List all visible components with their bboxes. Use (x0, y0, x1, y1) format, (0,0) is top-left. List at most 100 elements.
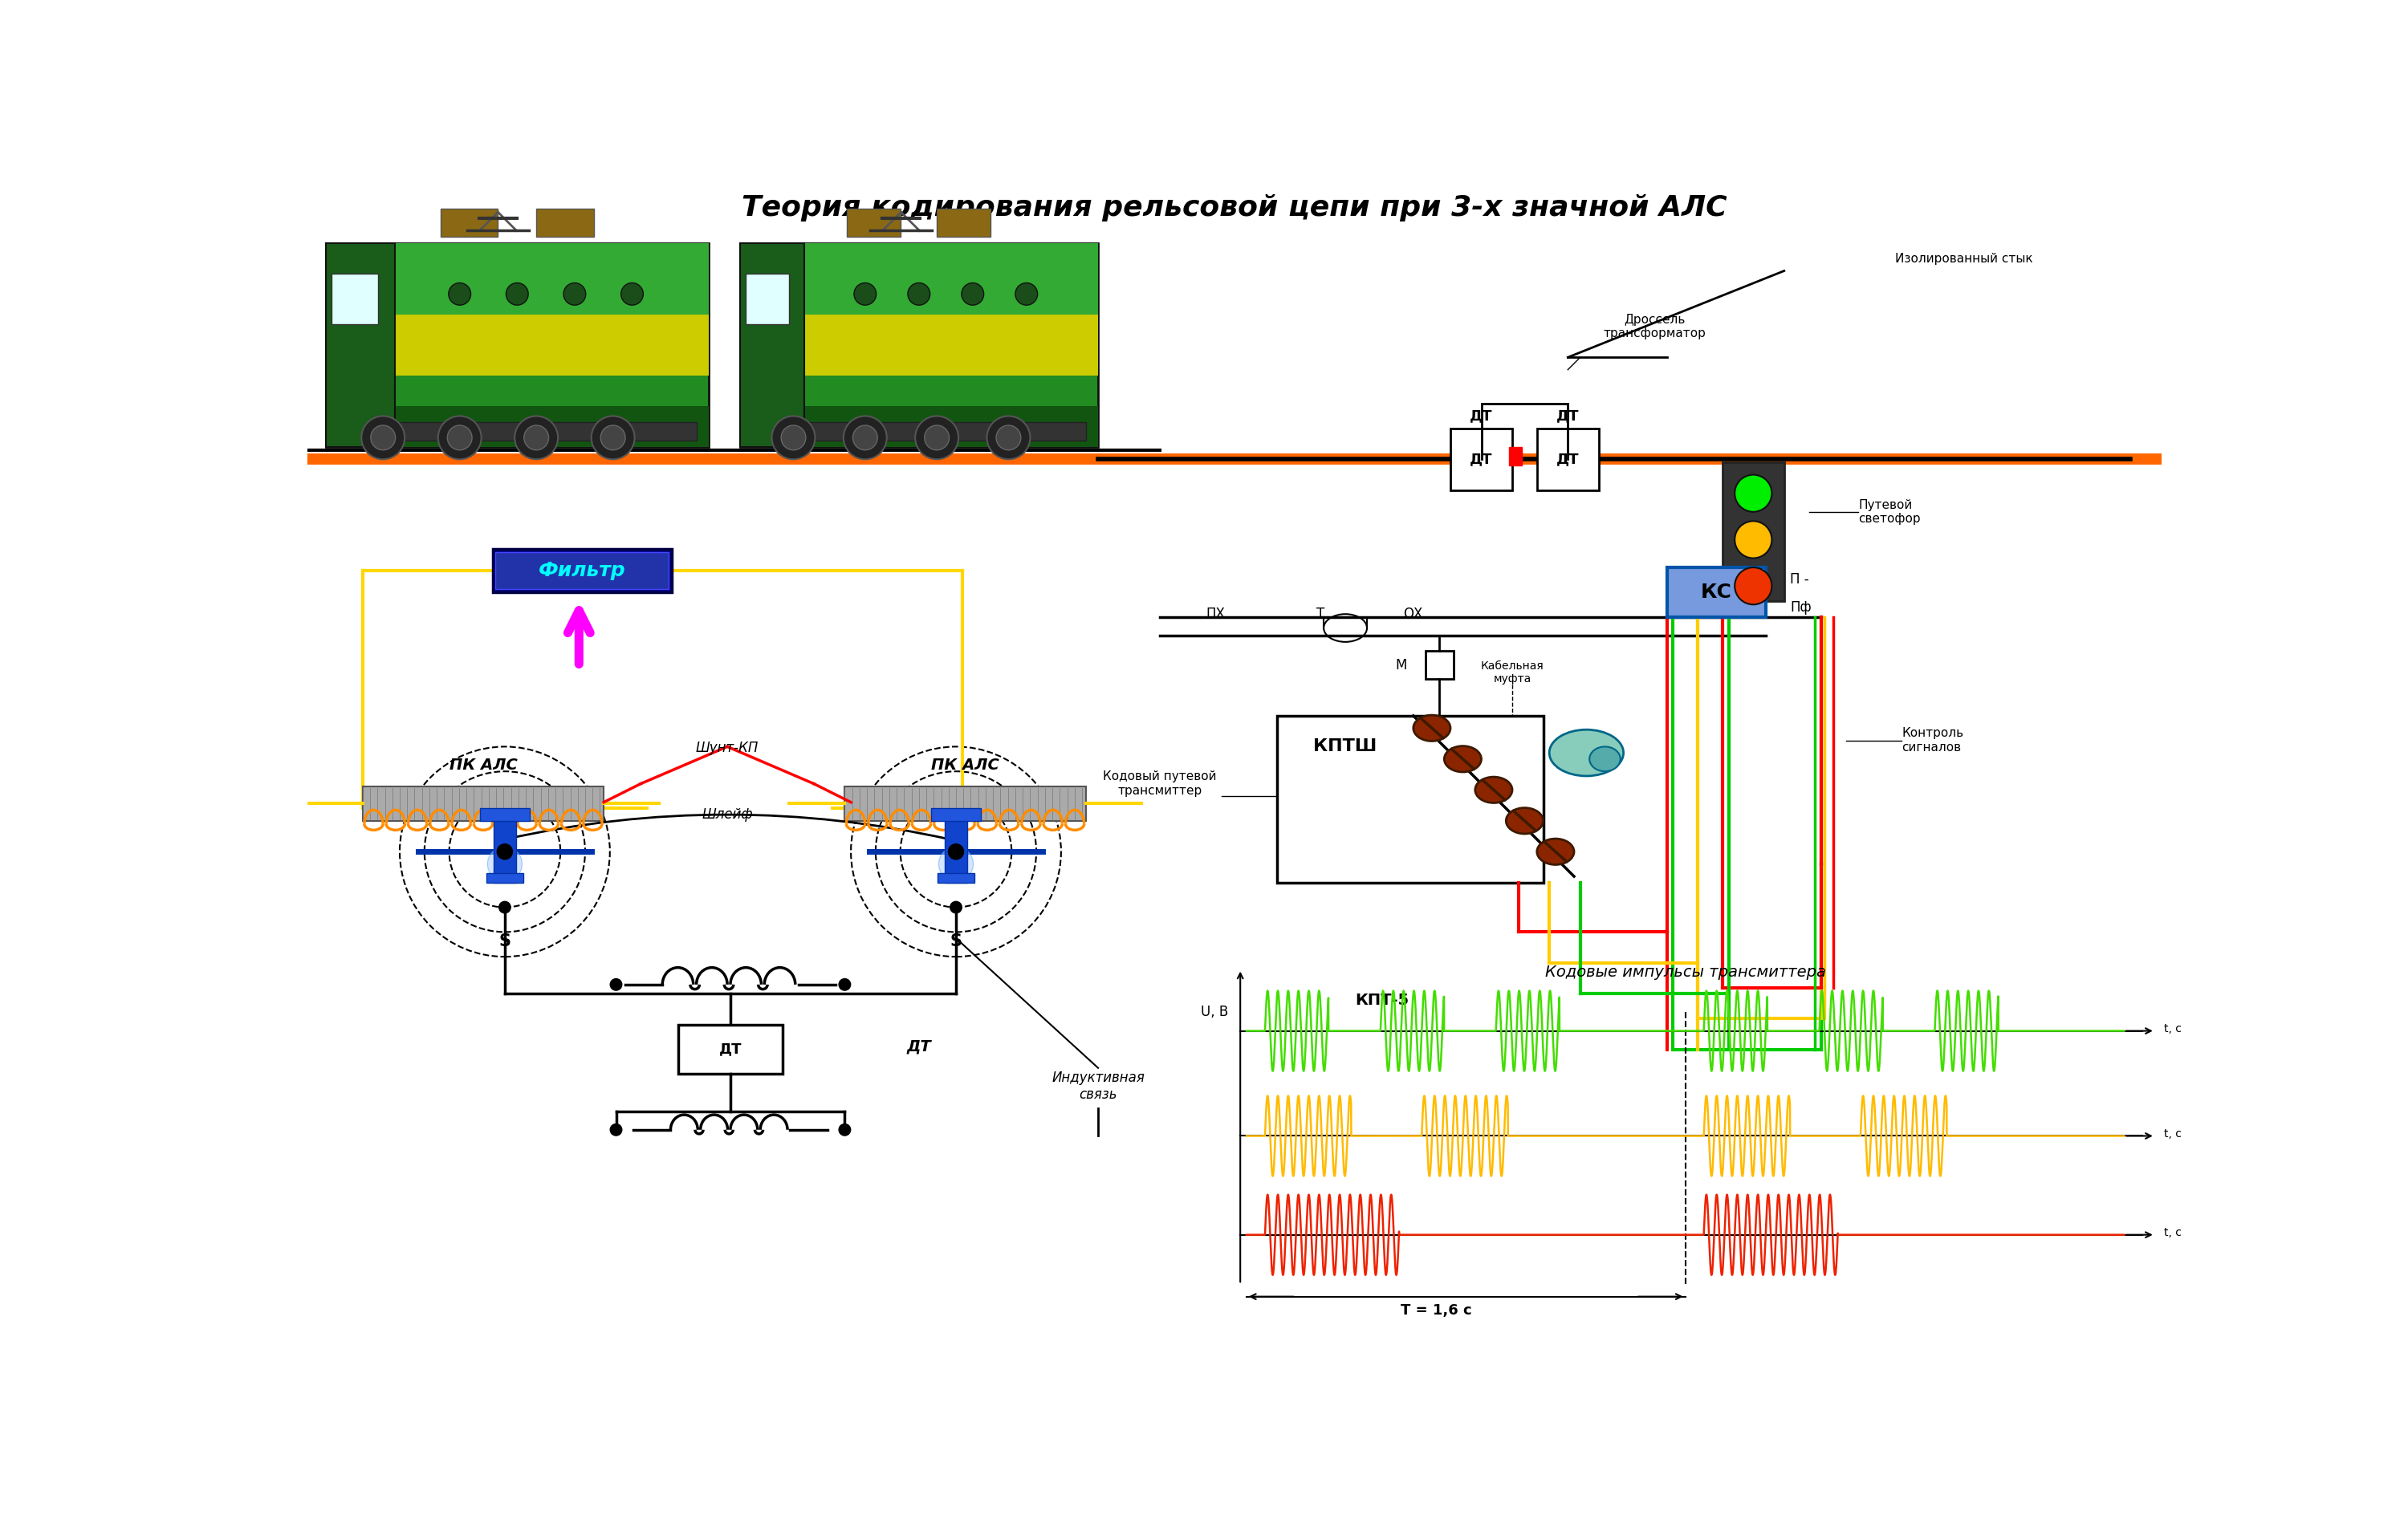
Bar (751, 422, 1086, 441)
Bar (537, 209, 595, 237)
Ellipse shape (1505, 808, 1544, 834)
Text: Пф: Пф (1789, 601, 1811, 614)
Circle shape (852, 425, 877, 450)
Circle shape (371, 425, 395, 450)
Circle shape (939, 846, 973, 882)
Text: Шунт-КП: Шунт-КП (696, 740, 759, 756)
Circle shape (486, 846, 523, 882)
Text: ДТ: ДТ (905, 1038, 932, 1054)
Text: ОХ: ОХ (1404, 607, 1423, 621)
Circle shape (498, 845, 513, 859)
Circle shape (448, 425, 472, 450)
Circle shape (498, 902, 510, 912)
Text: Индуктивная
связь: Индуктивная связь (1052, 1071, 1144, 1101)
Text: КС: КС (1700, 582, 1731, 602)
Bar (845, 786, 1086, 820)
Bar (337, 422, 696, 441)
Text: КПТ-5: КПТ-5 (1356, 992, 1409, 1008)
Text: t, с: t, с (2165, 1227, 2182, 1238)
Text: ПК АЛС: ПК АЛС (932, 757, 999, 773)
Circle shape (949, 845, 963, 859)
Text: Кодовые импульсы трансмиттера: Кодовые импульсы трансмиттера (1546, 965, 1825, 980)
Bar (739, 315, 1098, 376)
Circle shape (925, 425, 949, 450)
Bar (325, 315, 708, 376)
Circle shape (506, 283, 527, 306)
Bar (739, 406, 1098, 447)
Text: Шлейф: Шлейф (701, 808, 754, 822)
Circle shape (621, 283, 643, 306)
Bar (1722, 462, 1784, 602)
Circle shape (780, 425, 807, 450)
Circle shape (1016, 283, 1038, 306)
Circle shape (592, 416, 636, 459)
Text: П -: П - (1789, 573, 1808, 587)
Text: ПХ: ПХ (1206, 607, 1226, 621)
Text: Контроль
сигналов: Контроль сигналов (1902, 728, 1963, 754)
Circle shape (438, 416, 482, 459)
Bar (479, 808, 530, 820)
Circle shape (997, 425, 1021, 450)
Circle shape (361, 416, 405, 459)
Bar (739, 243, 804, 447)
Text: ДТ: ДТ (1469, 452, 1493, 467)
Text: Фильтр: Фильтр (539, 561, 626, 581)
Bar (486, 874, 523, 883)
Bar (746, 273, 790, 324)
Bar (932, 808, 980, 820)
Text: Кодовый путевой
трансмиттер: Кодовый путевой трансмиттер (1103, 771, 1216, 797)
Text: Путевой
светофор: Путевой светофор (1859, 499, 1922, 525)
Bar (325, 243, 708, 447)
Bar (1450, 429, 1512, 490)
Circle shape (1734, 475, 1772, 511)
Ellipse shape (1536, 839, 1575, 865)
Bar (364, 786, 604, 820)
Bar (325, 406, 708, 447)
Circle shape (915, 416, 958, 459)
Bar (1536, 429, 1599, 490)
Bar (494, 820, 515, 883)
Ellipse shape (1445, 746, 1481, 773)
Bar (332, 273, 378, 324)
Bar (1426, 651, 1454, 679)
Circle shape (855, 283, 877, 306)
Bar (739, 243, 1098, 315)
Ellipse shape (1324, 614, 1368, 642)
Circle shape (563, 283, 585, 306)
Circle shape (525, 425, 549, 450)
Text: ДТ: ДТ (720, 1043, 742, 1057)
Circle shape (908, 283, 929, 306)
Circle shape (838, 978, 850, 991)
Circle shape (612, 1124, 621, 1135)
Text: S: S (949, 934, 961, 949)
Ellipse shape (1413, 716, 1450, 740)
Circle shape (987, 416, 1031, 459)
Bar (496, 551, 669, 590)
Text: t, с: t, с (2165, 1129, 2182, 1140)
Text: T = 1,6 с: T = 1,6 с (1401, 1303, 1471, 1318)
Bar (1666, 567, 1765, 617)
Bar (679, 1025, 783, 1074)
Circle shape (1734, 567, 1772, 605)
Circle shape (961, 283, 985, 306)
Text: ДТ: ДТ (1556, 409, 1580, 424)
Text: S: S (498, 934, 510, 949)
Circle shape (838, 1124, 850, 1135)
Ellipse shape (1548, 730, 1623, 776)
Text: ДТ: ДТ (1469, 409, 1493, 424)
Text: ПК АЛС: ПК АЛС (450, 757, 518, 773)
Circle shape (843, 416, 886, 459)
Bar (944, 820, 968, 883)
Circle shape (612, 978, 621, 991)
Bar (491, 548, 672, 593)
Text: Кабельная
муфта: Кабельная муфта (1481, 660, 1544, 685)
Text: КПТШ: КПТШ (1312, 739, 1377, 754)
Circle shape (600, 425, 626, 450)
Bar (325, 243, 708, 315)
Text: t, с: t, с (2165, 1023, 2182, 1035)
Circle shape (515, 416, 559, 459)
Text: Т: Т (1317, 607, 1324, 621)
Ellipse shape (1589, 746, 1621, 771)
Bar (441, 209, 498, 237)
Bar (937, 874, 975, 883)
